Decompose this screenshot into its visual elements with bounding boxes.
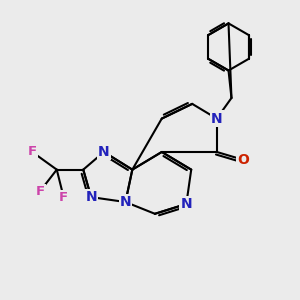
Text: N: N [98, 145, 110, 159]
Text: F: F [28, 146, 37, 158]
Text: O: O [237, 153, 249, 167]
Text: F: F [35, 185, 45, 198]
Text: N: N [211, 112, 223, 126]
Text: N: N [85, 190, 97, 204]
Text: N: N [181, 197, 192, 211]
Text: F: F [59, 190, 68, 204]
Text: N: N [120, 195, 131, 209]
